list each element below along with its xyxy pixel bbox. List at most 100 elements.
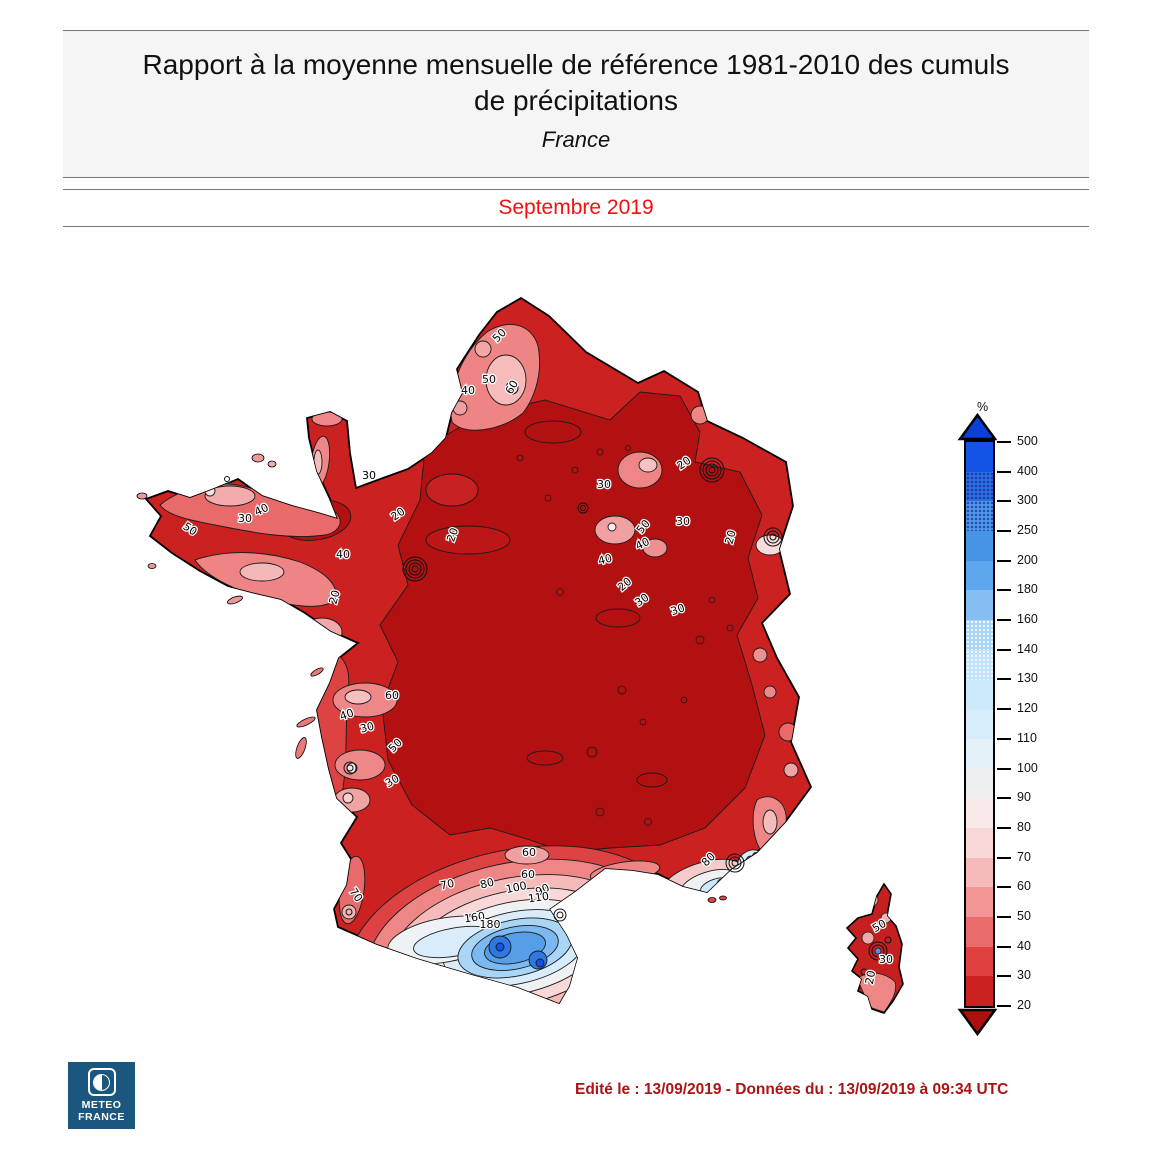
contour-label: 70 <box>439 877 455 893</box>
colorbar-segment-30-40 <box>966 946 993 977</box>
colorbar-segment-100-110 <box>966 738 993 769</box>
logo-text-line1: METEO <box>81 1099 122 1111</box>
colorbar-tick <box>997 530 1011 533</box>
colorbar-tick-label: 60 <box>1017 879 1031 894</box>
colorbar-tick <box>997 915 1011 918</box>
colorbar-tick-label: 110 <box>1017 730 1037 745</box>
colorbar-tick-label: 180 <box>1017 582 1038 597</box>
colorbar-tick <box>997 1005 1011 1007</box>
colorbar-tick <box>997 678 1011 681</box>
colorbar-tick <box>997 559 1011 562</box>
colorbar-segment-180-200 <box>966 560 993 591</box>
colorbar-tick <box>997 648 1011 651</box>
contour-label: 180 <box>480 918 501 931</box>
contour-label: 40 <box>338 706 356 723</box>
arrow-up-icon <box>957 413 998 441</box>
colorbar-tick-label: 130 <box>1017 671 1038 686</box>
colorbar-segment-200-250 <box>966 531 993 561</box>
contour-label: 30 <box>879 953 893 966</box>
islands <box>136 453 727 903</box>
colorbar-segment-110-120 <box>966 709 993 739</box>
colorbar-tick-label: 40 <box>1017 938 1031 953</box>
colorbar: % 500 400 300 250 200 180 160 140 130 120 110 100 90… <box>955 400 1095 1060</box>
logo-text-line2: FRANCE <box>78 1111 125 1123</box>
colorbar-tick-label: 30 <box>1017 968 1031 983</box>
contour-label: 30 <box>676 515 690 528</box>
contour-label: 30 <box>669 601 687 618</box>
colorbar-tick-label: 20 <box>1017 998 1031 1012</box>
colorbar-segment-70-80 <box>966 827 993 858</box>
colorbar-segments <box>964 440 995 1008</box>
contour-label: 30 <box>359 720 376 736</box>
meteo-france-glyph-icon <box>87 1068 116 1096</box>
period-band: Septembre 2019 <box>63 189 1089 227</box>
colorbar-arrow-up <box>957 413 998 441</box>
colorbar-tick-label: 90 <box>1017 790 1031 805</box>
contour-label: 40 <box>461 384 475 397</box>
page-title-line2: de précipitations <box>474 85 678 116</box>
colorbar-tick <box>997 619 1011 622</box>
contour-label: 20 <box>327 589 343 606</box>
contour-label: 20 <box>723 529 739 546</box>
colorbar-tick-label: 120 <box>1017 701 1038 716</box>
contour-label: 30 <box>597 478 611 491</box>
colorbar-tick-label: 500 <box>1017 434 1038 448</box>
colorbar-segment-20-30 <box>966 976 993 1007</box>
colorbar-tick-label: 160 <box>1017 612 1038 627</box>
region-subtitle: France <box>541 127 611 152</box>
contour-label: 100 <box>505 879 528 896</box>
corsica-shape <box>845 882 904 1014</box>
colorbar-tick-label: 70 <box>1017 849 1031 864</box>
colorbar-segment-140-160 <box>966 620 993 650</box>
page-title-line1: Rapport à la moyenne mensuelle de référe… <box>142 49 1010 80</box>
contour-label: 40 <box>597 552 614 568</box>
colorbar-tick-label: 250 <box>1017 523 1038 538</box>
contour-label: 60 <box>522 846 536 859</box>
colorbar-tick <box>997 975 1011 978</box>
colorbar-tick-label: 100 <box>1017 760 1038 775</box>
colorbar-segment-40-50 <box>966 917 993 947</box>
colorbar-tick <box>997 826 1011 829</box>
colorbar-tick-label: 140 <box>1017 641 1038 656</box>
colorbar-segment-80-90 <box>966 798 993 828</box>
contour-label: 80 <box>479 876 496 892</box>
colorbar-tick-label: 200 <box>1017 552 1038 567</box>
colorbar-tick <box>997 708 1011 711</box>
colorbar-segment-120-130 <box>966 679 993 710</box>
colorbar-segment-160-180 <box>966 590 993 621</box>
report-header: Rapport à la moyenne mensuelle de référe… <box>63 30 1089 178</box>
contour-label: 30 <box>238 512 252 525</box>
edition-timestamp: Edité le : 13/09/2019 - Données du : 13/… <box>575 1081 1009 1098</box>
contour-label: 50 <box>482 373 496 386</box>
colorbar-arrow-down <box>957 1008 998 1036</box>
colorbar-tick <box>997 500 1011 503</box>
colorbar-tick <box>997 767 1011 770</box>
colorbar-segment-50-60 <box>966 887 993 917</box>
colorbar-segment-60-70 <box>966 857 993 888</box>
colorbar-tick-label: 80 <box>1017 819 1031 834</box>
colorbar-tick <box>997 945 1011 948</box>
colorbar-tick <box>997 470 1011 473</box>
colorbar-segment-90-100 <box>966 768 993 799</box>
contour-knots <box>224 381 783 922</box>
colorbar-tick <box>997 441 1011 443</box>
contour-label: 60 <box>521 868 535 881</box>
colorbar-tick-label: 400 <box>1017 463 1038 478</box>
contour-label: 160 <box>463 910 486 926</box>
colorbar-tick <box>997 737 1011 740</box>
colorbar-tick <box>997 589 1011 592</box>
colorbar-segment-400-500 <box>966 442 993 472</box>
colorbar-tick <box>997 797 1011 800</box>
contour-label: 20 <box>444 526 461 544</box>
contour-label: 60 <box>385 689 399 702</box>
contour-label: 30 <box>362 469 376 482</box>
colorbar-tick-label: 300 <box>1017 493 1038 508</box>
colorbar-segment-130-140 <box>966 649 993 680</box>
colorbar-segment-300-400 <box>966 471 993 502</box>
colorbar-unit-label: % <box>977 400 989 414</box>
colorbar-tick-label: 50 <box>1017 908 1031 923</box>
period-label: Septembre 2019 <box>498 196 654 219</box>
colorbar-tick <box>997 856 1011 859</box>
